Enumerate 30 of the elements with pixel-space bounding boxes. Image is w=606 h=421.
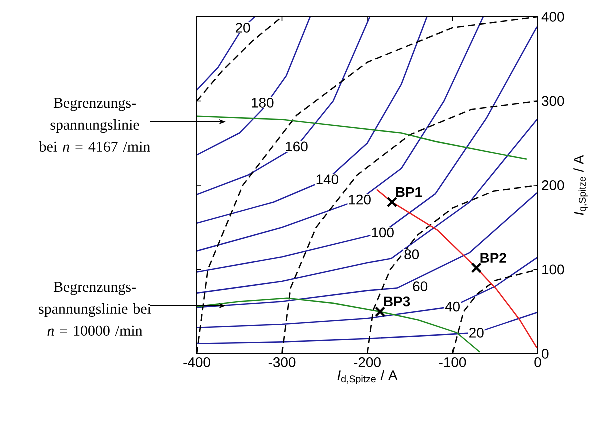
line-series: [197, 16, 428, 224]
point: [471, 262, 482, 274]
x-axis-title: I$_{d,Spitze}$ / A: [338, 370, 398, 385]
x-tick-label: -100: [439, 358, 466, 368]
y-tick-label: 400: [542, 12, 564, 22]
x-tick-label: -400: [184, 358, 210, 368]
annotation: BP2: [480, 253, 506, 263]
annotation: BP1: [396, 188, 422, 198]
annotation: 80: [404, 250, 420, 260]
y-tick-label: 300: [542, 96, 564, 106]
line-series: [197, 119, 538, 294]
annotation: BP3: [384, 296, 410, 307]
x-tick-label: -200: [354, 358, 381, 368]
y-tick-label: 0: [542, 349, 549, 359]
x-tick-label: -300: [268, 358, 296, 368]
y-axis-title: I$_{q,Spitze}$ / A: [574, 155, 588, 216]
annotation: 180: [252, 98, 274, 108]
point: [374, 306, 386, 318]
y-tick-label: 100: [542, 264, 564, 275]
text: Begrenzungs-spannungslinie bei n = 10000 /min: [39, 282, 152, 336]
line-series: [197, 16, 371, 196]
point: [386, 197, 398, 208]
annotation: 60: [413, 282, 428, 292]
y-tick-label: 200: [542, 180, 564, 190]
line-series: [197, 16, 312, 156]
line-series: [197, 312, 538, 345]
line-series: [197, 116, 528, 160]
text: Begrenzungs-spannungslinie bei n = 4167 /min: [39, 98, 150, 152]
x-tick-label: 0: [534, 358, 542, 368]
line-series: [197, 16, 256, 91]
